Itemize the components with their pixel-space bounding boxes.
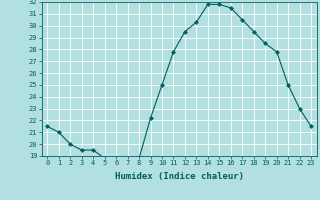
X-axis label: Humidex (Indice chaleur): Humidex (Indice chaleur) [115,172,244,181]
